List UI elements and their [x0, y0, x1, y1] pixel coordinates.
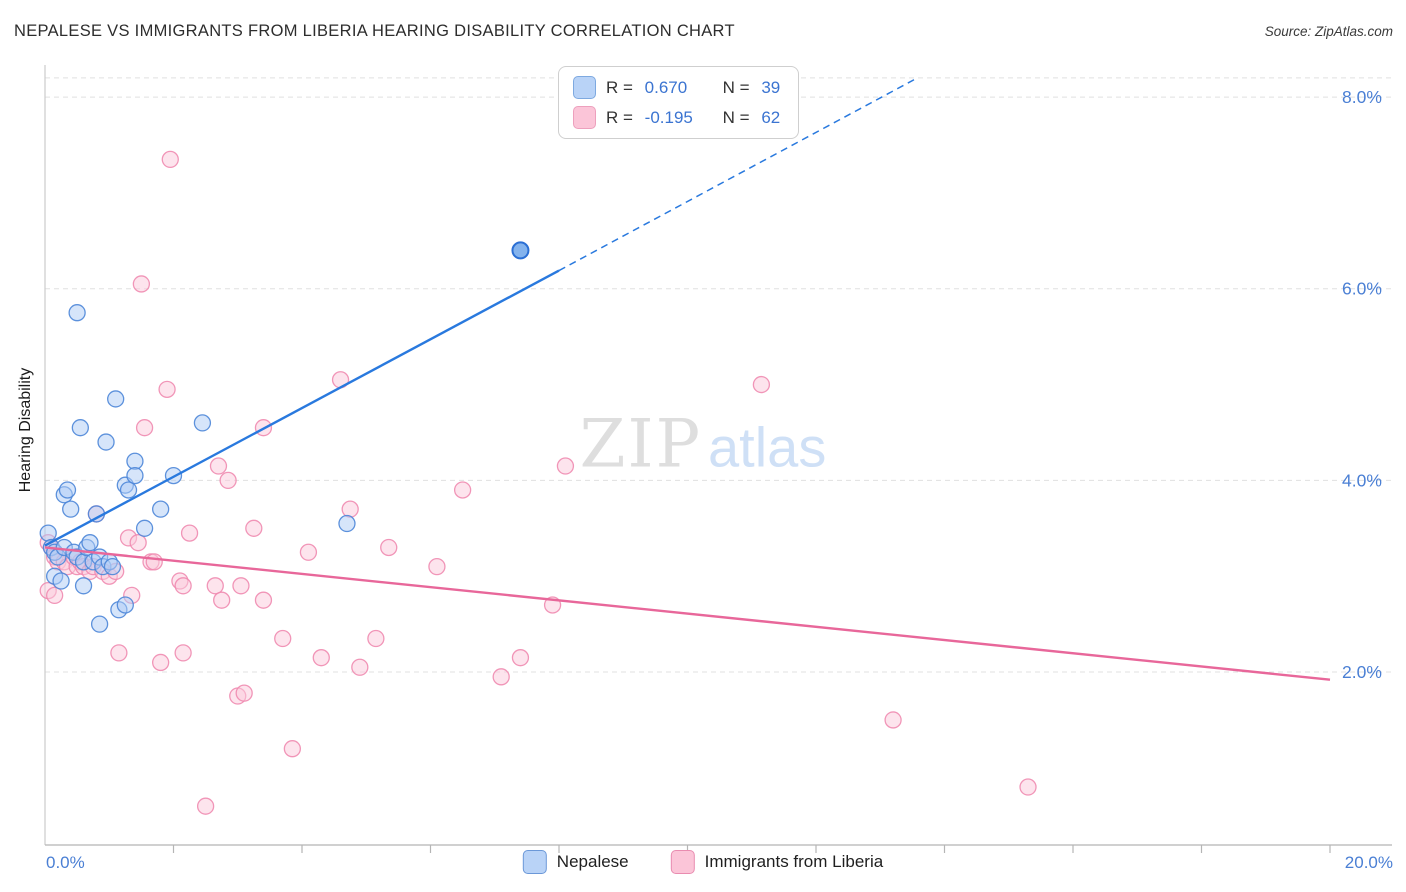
correlation-legend: R = 0.670 N = 39 R = -0.195 N = 62 [558, 66, 800, 139]
chart-title: NEPALESE VS IMMIGRANTS FROM LIBERIA HEAR… [14, 22, 735, 40]
n-label: N = [722, 107, 755, 127]
r-value-nepalese: 0.670 [644, 77, 688, 97]
series-legend: Nepalese Immigrants from Liberia [522, 850, 884, 874]
x-axis-max-label: 20.0% [1344, 853, 1393, 872]
svg-text:2.0%: 2.0% [1342, 662, 1382, 682]
x-axis-min-label: 0.0% [46, 853, 85, 872]
n-value-liberia: 62 [761, 107, 781, 127]
nepalese-legend-label: Nepalese [556, 852, 629, 871]
nepalese-swatch-icon [573, 76, 596, 99]
r-label: R = [606, 107, 638, 127]
y-axis-label: Hearing Disability [17, 367, 34, 493]
r-value-liberia: -0.195 [644, 107, 693, 127]
svg-text:4.0%: 4.0% [1342, 470, 1382, 490]
n-value-nepalese: 39 [761, 77, 781, 97]
source-attribution: Source: ZipAtlas.com [1264, 24, 1393, 39]
liberia-swatch-icon [573, 106, 596, 129]
r-label: R = [606, 77, 638, 97]
n-label: N = [722, 77, 755, 97]
legend-row-nepalese: R = 0.670 N = 39 [573, 76, 780, 99]
liberia-legend-label: Immigrants from Liberia [704, 852, 884, 871]
legend-row-liberia: R = -0.195 N = 62 [573, 106, 780, 129]
svg-text:8.0%: 8.0% [1342, 87, 1382, 107]
liberia-legend-swatch-icon [670, 850, 695, 874]
nepalese-legend-swatch-icon [522, 850, 547, 874]
svg-text:6.0%: 6.0% [1342, 279, 1382, 299]
